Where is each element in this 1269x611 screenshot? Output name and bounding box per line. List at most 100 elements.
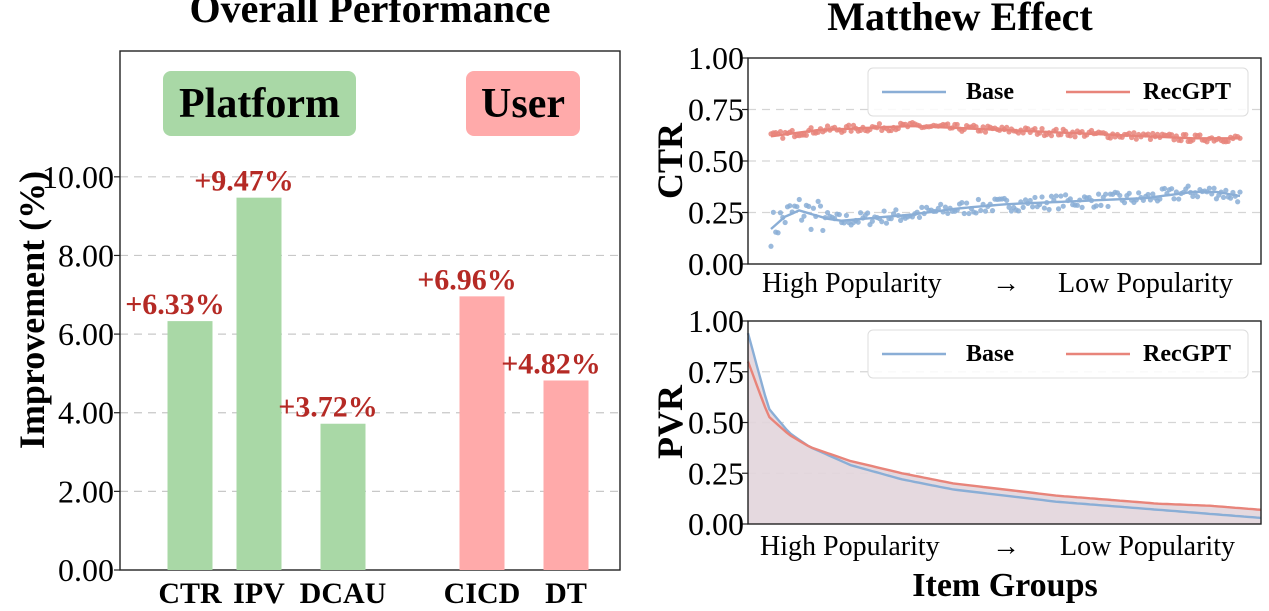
pvr-recgpt-line [746, 361, 1262, 511]
ctr-recgpt-point [982, 129, 989, 135]
pvr-y-tick-label: 0.50 [688, 405, 744, 441]
ctr-recgpt-point [1131, 130, 1137, 136]
ctr-legend-recgpt-label: RecGPT [1143, 79, 1231, 105]
ctr-base-point [935, 205, 941, 211]
ctr-recgpt-point [777, 129, 784, 135]
ctr-base-point [893, 207, 899, 213]
ctr-base-point [801, 213, 807, 219]
ctr-base-point [806, 203, 812, 209]
ctr-base-point [883, 220, 890, 226]
ctr-base-point [1169, 186, 1175, 192]
ctr-base-point [1046, 206, 1052, 213]
bar-x-tick-label-dcau: DCAU [300, 577, 387, 606]
pvr-y-ticks: 0.00 0.25 0.50 0.75 1.00 [688, 303, 748, 542]
bar-y-tick-label: 2.00 [58, 473, 114, 509]
ctr-x-label-low: Low Popularity [1058, 268, 1233, 299]
bar-ipv [236, 197, 282, 571]
ctr-y-tick-label: 0.25 [688, 195, 744, 231]
ctr-recgpt-point [1169, 132, 1175, 138]
ctr-base-point [787, 203, 793, 209]
pvr-legend-recgpt-label: RecGPT [1143, 341, 1231, 367]
ctr-base-point [1006, 204, 1012, 210]
ctr-base-point [1039, 194, 1045, 200]
platform-group-label: Platform [179, 81, 340, 127]
ctr-series [768, 119, 1243, 249]
pvr-area-chart: 0.00 0.25 0.50 0.75 1.00 PVR High Popularity… [650, 303, 1262, 604]
ctr-base-point [1079, 204, 1085, 210]
ctr-recgpt-point [1067, 133, 1073, 139]
ctr-base-point [817, 203, 824, 209]
pvr-legend [867, 329, 1249, 379]
ctr-recgpt-point [1197, 132, 1203, 138]
bar-y-tick-label: 0.00 [58, 552, 114, 588]
pvr-y-axis-label: PVR [650, 384, 690, 459]
bar-y-tick-label: 8.00 [58, 237, 114, 273]
ctr-base-point [1171, 196, 1177, 202]
ctr-base-point [1093, 203, 1099, 209]
ctr-base-point [768, 243, 774, 249]
ctr-base-point [1223, 187, 1229, 193]
bar-y-ticks: 0.00 2.00 4.00 6.00 8.00 10.00 [42, 159, 120, 588]
bar-value-label-ctr: +6.33% [125, 288, 225, 321]
ctr-base-point [1237, 189, 1243, 195]
ctr-base-point [1020, 204, 1026, 210]
ctr-base-point [865, 210, 871, 216]
ctr-base-point [796, 196, 802, 203]
pvr-series [746, 332, 1262, 524]
ctr-base-point [1117, 192, 1123, 199]
ctr-base-point [1015, 208, 1022, 214]
ctr-base-point [1053, 193, 1059, 199]
ctr-base-point [1030, 204, 1036, 210]
overall-performance-chart: Overall Performance Platform User +6.33%… [12, 0, 621, 610]
ctr-base-point [777, 210, 784, 216]
ctr-base-trend-line [770, 190, 1241, 230]
ctr-base-point [1004, 197, 1010, 204]
ctr-base-point [1194, 194, 1201, 200]
pvr-x-label-arrow: → [992, 531, 1020, 562]
ctr-base-point [869, 218, 875, 224]
ctr-base-point [1055, 206, 1062, 212]
ctr-recgpt-point [1004, 124, 1010, 130]
bar-x-tick-label-ctr: CTR [158, 577, 222, 606]
platform-group-box [163, 71, 356, 136]
bar-y-tick-label: 6.00 [58, 316, 114, 352]
ctr-recgpt-point [803, 132, 809, 138]
bar-x-tick-label-dt: DT [545, 577, 587, 606]
ctr-legend-base-label: Base [966, 79, 1014, 105]
ctr-base-point [964, 200, 970, 206]
ctr-base-point [1145, 191, 1151, 198]
ctr-base-point [1027, 197, 1033, 204]
ctr-base-point [881, 208, 887, 214]
ctr-base-point [843, 212, 850, 219]
ctr-x-label-arrow: → [992, 268, 1020, 299]
ctr-base-point [973, 210, 979, 216]
ctr-recgpt-point [1053, 126, 1059, 132]
pvr-y-tick-label: 1.00 [688, 303, 744, 339]
pvr-x-label-high: High Popularity [760, 531, 940, 562]
ctr-recgpt-point [1107, 135, 1113, 141]
ctr-base-point [942, 204, 949, 210]
pvr-x-label-low: Low Popularity [1060, 531, 1235, 562]
bar-plot-frame [119, 50, 621, 571]
ctr-base-point [1190, 193, 1196, 200]
bar-y-tick-label: 10.00 [42, 159, 114, 195]
ctr-base-point [1121, 200, 1128, 206]
ctr-base-point [794, 204, 800, 210]
ctr-base-point [782, 219, 788, 226]
ctr-base-point [810, 205, 817, 211]
ctr-base-point [919, 204, 925, 210]
bar-value-label-dcau: +3.72% [278, 391, 378, 424]
ctr-base-point [1041, 205, 1047, 211]
ctr-base-point [815, 198, 821, 204]
pvr-y-tick-label: 0.25 [688, 455, 744, 491]
ctr-recgpt-point [876, 121, 883, 127]
ctr-base-point [855, 219, 861, 225]
ctr-base-point [1105, 203, 1111, 210]
user-group-box [466, 71, 580, 136]
pvr-x-axis-title: Item Groups [912, 567, 1097, 604]
ctr-base-point [1058, 193, 1064, 199]
ctr-y-tick-label: 1.00 [688, 40, 744, 76]
bar-cicd [459, 296, 505, 570]
